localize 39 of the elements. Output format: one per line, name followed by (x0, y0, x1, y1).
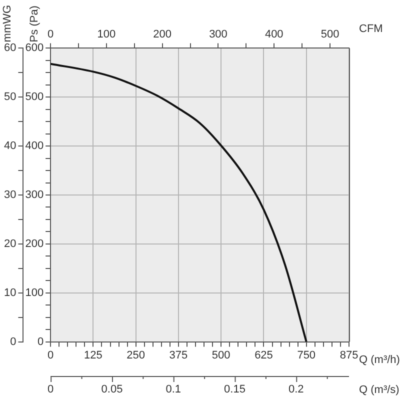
x-tick-label: 500 (212, 349, 230, 362)
y-tick-label: 500 (25, 91, 44, 104)
text: 0.1 (166, 384, 182, 396)
y2-tick-label: 60 (4, 42, 16, 54)
text: 0.2 (288, 384, 304, 396)
text: 0 (48, 384, 54, 396)
x-tick-label: 250 (126, 349, 146, 362)
y2-tick-label: 0 (10, 336, 16, 348)
text: 0.15 (224, 384, 246, 396)
x2-tick-label: 500 (320, 28, 340, 41)
text: 0.05 (101, 384, 123, 396)
y2-tick-label: 20 (4, 238, 16, 250)
y-tick-label: 100 (25, 286, 44, 299)
line-series (50, 62, 308, 342)
y2-tick-label: 40 (4, 140, 16, 152)
x-tick-label: 625 (254, 349, 273, 362)
x-tick-label: 875 (340, 349, 358, 362)
y-tick-label: 0 (37, 336, 44, 348)
x2-tick-label: 400 (264, 28, 284, 41)
y2-tick-label: 50 (4, 91, 16, 104)
x-tick-label: 125 (84, 349, 102, 362)
x-axis-title: Q (m³/h) (359, 354, 400, 366)
x2-tick-label: 100 (97, 28, 116, 41)
y2-tick-label: 30 (4, 189, 16, 202)
x-tick-label: 0 (48, 349, 54, 362)
text: Q (m³/s) (359, 384, 400, 396)
y-tick-label: 600 (25, 42, 44, 54)
y-axis-title: Ps (Pa) (28, 6, 41, 42)
x2-tick-label: 300 (209, 28, 228, 41)
y-tick-label: 400 (25, 140, 44, 152)
y-tick-label: 300 (25, 189, 44, 202)
x2-tick-label: 200 (153, 28, 172, 41)
y2-axis-title: mmWG (1, 4, 14, 42)
x-tick-label: 750 (297, 349, 316, 362)
x2-tick-label: 0 (48, 28, 54, 41)
y-tick-label: 200 (25, 238, 44, 250)
y2-tick-label: 10 (4, 286, 16, 299)
x-tick-label: 375 (169, 349, 188, 362)
x2-axis-title: CFM (359, 23, 383, 36)
